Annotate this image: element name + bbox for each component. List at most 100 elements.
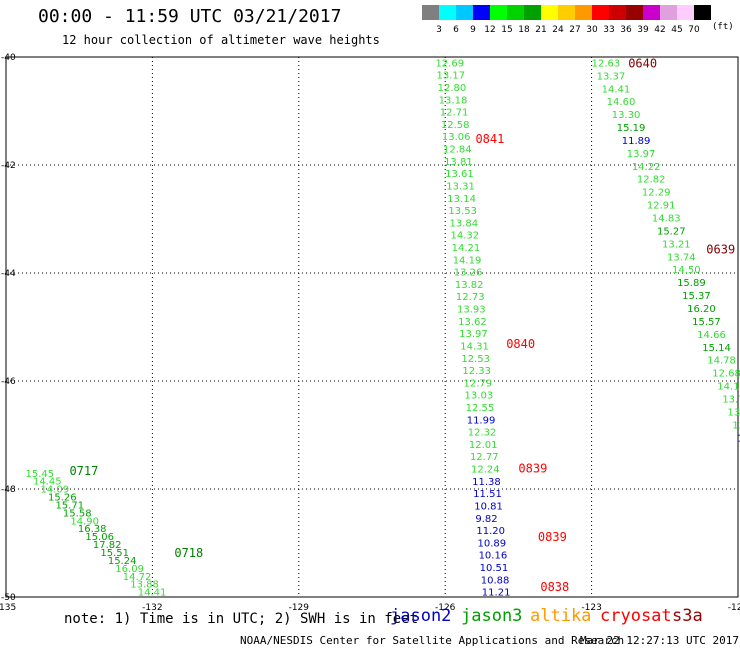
wave-height-label: 10.89 (477, 538, 506, 549)
x-tick-label: -123 (581, 603, 601, 613)
wave-height-label: 14.78 (707, 356, 736, 367)
wave-height-label: 12.33 (462, 366, 491, 377)
wave-height-label: 14.41 (138, 588, 167, 599)
wave-height-label: 13.53 (448, 206, 477, 217)
colorbar-swatch (473, 5, 490, 20)
wave-height-label: 13.31 (446, 181, 475, 192)
wave-height-label: 12.68 (712, 369, 740, 380)
colorbar-label: 24 (552, 25, 564, 35)
wave-height-label: 14.50 (672, 265, 701, 276)
y-tick-label: -46 (1, 377, 16, 387)
y-tick-label: -50 (1, 593, 16, 603)
wave-height-label: 12.69 (435, 58, 464, 69)
colorbar-swatch (439, 5, 456, 20)
wave-height-label: 13.21 (662, 239, 691, 250)
colorbar-swatch (660, 5, 677, 20)
colorbar-swatch (524, 5, 541, 20)
time-label: 0839 (518, 461, 547, 475)
wave-height-label: 15.71 (55, 500, 84, 511)
time-label: 0839 (538, 530, 567, 544)
wave-height-label: 14.60 (607, 97, 636, 108)
colorbar-swatch (575, 5, 592, 20)
colorbar-swatch (677, 5, 694, 20)
wave-height-label: 12.91 (647, 201, 676, 212)
x-tick-label: -132 (142, 603, 162, 613)
wave-height-label: 13.84 (449, 218, 478, 229)
colorbar-swatch (609, 5, 626, 20)
wave-height-label: 15.27 (657, 226, 686, 237)
wave-height-label: 15.45 (26, 469, 55, 480)
legend-jason3: jason3 (461, 606, 523, 626)
timestamp: Mar 22 12:27:13 UTC 2017 (580, 634, 739, 647)
wave-height-label: 15.24 (108, 556, 137, 567)
colorbar-label: 12 (484, 25, 495, 35)
wave-height-label: 15.58 (63, 508, 92, 519)
wave-height-label: 14.83 (652, 214, 681, 225)
colorbar-swatch (507, 5, 524, 20)
colorbar-label: 70 (688, 25, 700, 35)
colorbar-label: 45 (671, 25, 682, 35)
colorbar-swatch (456, 5, 473, 20)
wave-height-label: 13.82 (455, 280, 484, 291)
colorbar-label: 39 (637, 25, 649, 35)
time-label: 0840 (506, 337, 535, 351)
time-label: 0838 (540, 580, 569, 594)
legend-jason2: jason2 (390, 606, 452, 626)
wave-height-label: 11.51 (473, 489, 502, 500)
colorbar-label: 6 (453, 25, 459, 35)
wave-height-label: 13.79 (722, 395, 740, 406)
wave-height-label: 12.71 (440, 108, 469, 119)
time-label: 0841 (475, 132, 504, 146)
y-tick-label: -40 (1, 53, 16, 63)
wave-height-label: 12.80 (438, 83, 467, 94)
legend-cryosat: cryosat (600, 606, 672, 626)
wave-height-label: 16.20 (687, 304, 716, 315)
y-tick-label: -48 (1, 485, 16, 495)
wave-height-label: 13.81 (444, 157, 473, 168)
wave-height-label: 13.88 (130, 580, 159, 591)
x-tick-label: -126 (435, 603, 456, 613)
colorbar-label: 21 (535, 25, 546, 35)
wave-height-label: 10.88 (481, 575, 510, 586)
colorbar-swatch (643, 5, 660, 20)
legend-s3a: s3a (672, 606, 703, 626)
colorbar: 3 6 9 12 15 18 21 24 27 30 33 36 39 42 45 70 (422, 5, 711, 35)
colorbar-swatch (626, 5, 643, 20)
wave-height-label: 13.69 (727, 407, 740, 418)
colorbar-label: 33 (603, 25, 614, 35)
wave-height-label: 13.06 (442, 132, 471, 143)
footer-note: note: 1) Time is in UTC; 2) SWH is in fe… (64, 611, 419, 627)
wave-height-label: 14.90 (70, 516, 99, 527)
wave-height-label: 14.22 (632, 162, 661, 173)
wave-height-label: 14.13 (717, 382, 740, 393)
wave-height-label: 12.58 (441, 120, 470, 131)
time-label: 0639 (706, 243, 735, 257)
wave-height-label: 13.93 (457, 305, 486, 316)
wave-height-label: 13.61 (445, 169, 474, 180)
colorbar-label: 42 (654, 25, 665, 35)
wave-height-label: 12.55 (466, 403, 495, 414)
wave-height-label: 13.18 (439, 95, 468, 106)
wave-height-label: 12.90 (732, 420, 740, 431)
wave-height-label: 14.66 (697, 330, 726, 341)
legend-altika: altika (530, 606, 592, 626)
wave-height-label: 11.99 (467, 415, 496, 426)
wave-height-label: 14.72 (123, 572, 152, 583)
wave-height-label: 14.41 (602, 84, 631, 95)
wave-height-label: 13.62 (458, 317, 487, 328)
wave-height-label: 14.31 (460, 341, 489, 352)
wave-height-label: 12.24 (471, 465, 500, 476)
wave-height-label: 13.97 (459, 329, 488, 340)
time-label: 0640 (628, 56, 657, 70)
x-tick-label: -135 (0, 603, 16, 613)
y-tick-label: -42 (1, 161, 16, 171)
wave-height-label: 12.84 (443, 145, 472, 156)
wave-height-label: 14.32 (451, 231, 480, 242)
wave-height-label: 15.26 (48, 493, 77, 504)
colorbar-unit: (ft) (712, 22, 734, 32)
colorbar-swatch (541, 5, 558, 20)
wave-height-label: 11.74 (737, 433, 740, 444)
wave-height-label: 12.79 (463, 378, 492, 389)
wave-height-label: 10.81 (474, 501, 503, 512)
